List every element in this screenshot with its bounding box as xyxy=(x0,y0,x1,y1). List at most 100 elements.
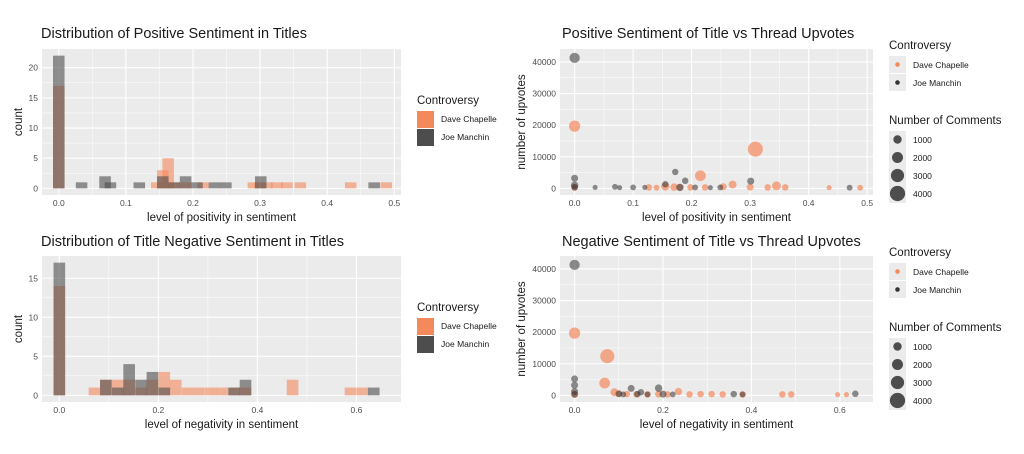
hist-pos-bar-dave xyxy=(344,182,357,189)
hist-pos-bar-joe xyxy=(368,182,380,189)
hist-pos-bar-joe xyxy=(53,55,65,189)
hist-pos-legend-key-dave xyxy=(417,111,434,128)
hist-pos-xtick-label: 0.4 xyxy=(321,198,333,208)
hist-neg-bar-dave xyxy=(286,379,299,396)
hist-neg-title: Distribution of Title Negative Sentiment… xyxy=(41,234,344,250)
scatter-pos-point-dave xyxy=(826,185,832,191)
hist-neg-bar-dave xyxy=(344,387,357,396)
scatter-pos-point-dave xyxy=(747,141,763,157)
scatter-neg-size-legend-key-4000 xyxy=(889,392,906,409)
scatter-pos-xtick-label: 0.1 xyxy=(627,198,639,208)
scatter-pos-point-dave xyxy=(728,180,737,189)
scatter-pos-size-legend-key-2000 xyxy=(892,152,903,163)
scatter-pos-point-joe xyxy=(617,185,623,191)
hist-pos-ytick-label: 5 xyxy=(33,153,38,163)
scatter-pos-point-dave xyxy=(687,184,694,191)
scatter-pos-xlabel: level of positivity in sentiment xyxy=(642,212,792,224)
scatter-pos-xtick-label: 0.3 xyxy=(744,198,756,208)
scatter-pos-legend-label-joe: Joe Manchin xyxy=(913,78,961,88)
scatter-neg-ytick-label: 10000 xyxy=(532,359,556,369)
scatter-pos-point-dave xyxy=(670,183,678,191)
scatter-pos-point-dave xyxy=(701,184,709,191)
scatter-neg-xtick-label: 0.0 xyxy=(569,405,581,415)
scatter-neg-panel xyxy=(560,256,873,402)
scatter-neg-xtick-label: 0.6 xyxy=(834,405,846,415)
scatter-neg-point-dave xyxy=(835,392,841,398)
hist-neg-bar-joe xyxy=(123,364,135,396)
hist-neg-chart: Distribution of Title Negative Sentiment… xyxy=(13,234,401,431)
scatter-pos-point-joe xyxy=(612,183,618,190)
scatter-pos-ytick-label: 0 xyxy=(551,183,556,193)
scatter-neg-chart: Negative Sentiment of Title vs Thread Up… xyxy=(516,234,873,431)
scatter-pos-legend-key-joe xyxy=(895,80,900,85)
scatter-pos-point-joe xyxy=(707,185,713,191)
scatter-neg-marks xyxy=(568,259,859,398)
scatter-neg-point-dave xyxy=(686,391,693,398)
scatter-pos-marks xyxy=(569,52,864,192)
scatter-pos-point-joe xyxy=(662,181,669,188)
hist-neg-bar-joe xyxy=(111,387,124,396)
scatter-neg-point-dave xyxy=(843,392,850,398)
hist-pos-bar-joe xyxy=(254,176,267,189)
scatter-neg-point-joe xyxy=(620,391,627,398)
scatter-pos-point-dave xyxy=(695,170,706,182)
scatter-pos-ytick-label: 40000 xyxy=(532,57,556,67)
scatter-pos-point-joe xyxy=(846,184,853,191)
hist-neg-bar-dave xyxy=(158,371,171,396)
scatter-pos-point-dave xyxy=(772,181,781,191)
hist-neg-bar-joe xyxy=(100,379,112,396)
hist-pos-ticks: 0.0 0.1 0.2 0.3 0.4 0.5 0 5 10 15 20 xyxy=(29,63,401,208)
hist-pos-marks xyxy=(53,55,393,189)
scatter-neg-ticks: 0.0 0.2 0.4 0.6 0 10000 20000 30000 40000 xyxy=(532,264,846,415)
hist-neg-bar-dave xyxy=(356,387,369,396)
scatter-pos-legend-title: Controversy xyxy=(889,40,951,52)
hist-neg-bar-dave xyxy=(205,387,217,396)
hist-neg-xtick-label: 0.4 xyxy=(251,405,263,415)
scatter-pos-panel xyxy=(560,49,873,195)
scatter-pos-legend-key-dave xyxy=(895,62,900,67)
hist-pos-bar-joe xyxy=(99,176,111,189)
scatter-neg-legend-label-joe: Joe Manchin xyxy=(913,285,961,295)
hist-pos-bar-joe xyxy=(208,182,221,189)
scatter-pos-ticks: 0.0 0.1 0.2 0.3 0.4 0.5 0 10000 20000 30000 40000 xyxy=(532,57,873,208)
hist-neg-legend-label-dave: Dave Chapelle xyxy=(441,321,497,331)
scatter-pos-point-dave xyxy=(781,184,789,191)
scatter-neg-size-legend-key-2000 xyxy=(892,359,903,370)
scatter-pos-size-legend-label-1000: 1000 xyxy=(913,135,932,145)
hist-neg-ticks: 0.0 0.2 0.4 0.6 0 5 10 15 xyxy=(29,273,363,415)
hist-neg-bar-joe xyxy=(367,387,380,396)
scatter-pos-point-dave xyxy=(746,183,754,191)
scatter-neg-point-joe xyxy=(637,388,645,396)
hist-pos-legend-title: Controversy xyxy=(417,95,479,107)
hist-pos-bar-joe xyxy=(133,182,146,189)
hist-pos-bar-joe xyxy=(104,182,117,189)
hist-neg-bar-dave xyxy=(169,379,182,396)
scatter-neg-size-legend-label-2000: 2000 xyxy=(913,360,932,370)
scatter-neg-point-dave xyxy=(787,391,795,398)
scatter-neg-ytick-label: 20000 xyxy=(532,327,556,337)
scatter-pos-xtick-label: 0.0 xyxy=(569,198,581,208)
hist-pos-bar-joe xyxy=(220,182,232,189)
hist-pos-panel xyxy=(42,49,401,195)
scatter-pos-size-legend-key-1000 xyxy=(893,135,902,144)
hist-neg-ylabel: count xyxy=(13,314,25,343)
scatter-neg-title: Negative Sentiment of Title vs Thread Up… xyxy=(562,234,861,250)
scatter-neg-size-legend-bg xyxy=(889,338,906,410)
hist-neg-bar-dave xyxy=(181,387,194,396)
hist-neg-xtick-label: 0.0 xyxy=(53,405,65,415)
scatter-pos-point-joe xyxy=(717,184,724,191)
hist-pos-bar-dave xyxy=(281,182,293,189)
scatter-neg-ytick-label: 40000 xyxy=(532,264,556,274)
scatter-pos-legend: Controversy Dave Chapelle Joe Manchin Nu… xyxy=(889,40,1002,203)
scatter-pos-size-legend-key-3000 xyxy=(890,168,905,183)
scatter-pos-xtick-label: 0.2 xyxy=(686,198,698,208)
scatter-pos-point-joe xyxy=(642,184,648,190)
scatter-pos-size-legend-key-4000 xyxy=(889,185,906,202)
hist-neg-bar-dave xyxy=(193,387,205,396)
hist-neg-xtick-label: 0.6 xyxy=(351,405,363,415)
scatter-neg-size-legend-key-1000 xyxy=(893,342,902,351)
scatter-pos-chart: Positive Sentiment of Title vs Thread Up… xyxy=(516,26,873,224)
scatter-pos-ytick-label: 10000 xyxy=(532,152,556,162)
scatter-neg-point-dave xyxy=(697,390,704,398)
scatter-pos-point-joe xyxy=(692,184,699,191)
